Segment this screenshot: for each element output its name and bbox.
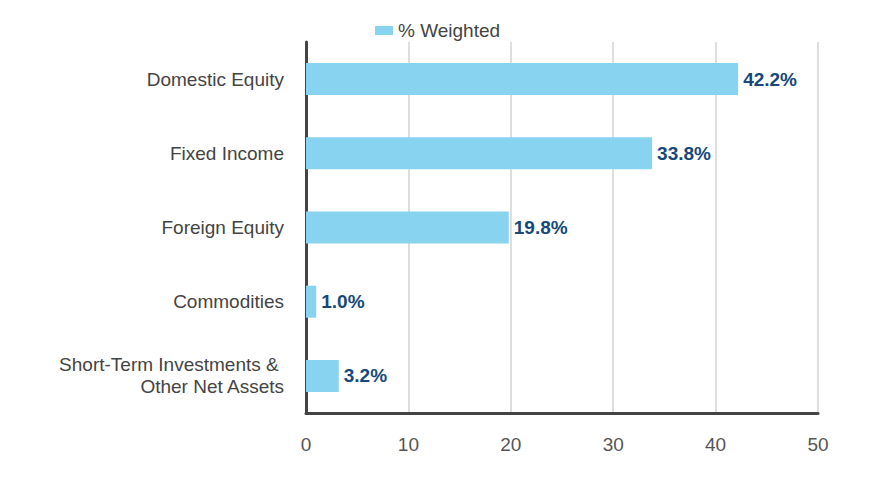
svg-text:Other Net Assets: Other Net Assets bbox=[140, 376, 284, 397]
svg-text:50: 50 bbox=[807, 434, 828, 455]
svg-text:3.2%: 3.2% bbox=[344, 365, 387, 386]
svg-text:20: 20 bbox=[500, 434, 521, 455]
svg-text:33.8%: 33.8% bbox=[657, 143, 711, 164]
svg-text:Commodities: Commodities bbox=[173, 291, 284, 312]
svg-text:30: 30 bbox=[603, 434, 624, 455]
svg-text:19.8%: 19.8% bbox=[514, 217, 568, 238]
svg-text:Fixed Income: Fixed Income bbox=[170, 143, 284, 164]
svg-text:42.2%: 42.2% bbox=[743, 69, 797, 90]
svg-text:Domestic Equity: Domestic Equity bbox=[147, 69, 285, 90]
svg-text:0: 0 bbox=[301, 434, 312, 455]
svg-text:40: 40 bbox=[705, 434, 726, 455]
svg-text:10: 10 bbox=[398, 434, 419, 455]
svg-text:Foreign Equity: Foreign Equity bbox=[161, 217, 284, 238]
svg-text:% Weighted: % Weighted bbox=[398, 20, 500, 41]
svg-text:Short-Term Investments &: Short-Term Investments & bbox=[59, 354, 284, 375]
svg-text:1.0%: 1.0% bbox=[321, 291, 364, 312]
